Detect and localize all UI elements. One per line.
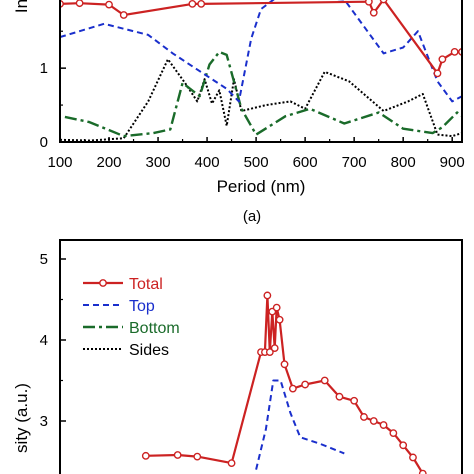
panel-a-series-total-line (60, 0, 462, 75)
panel-a-ylabel-fragment: In (12, 0, 31, 13)
panel-b-total-marker (227, 459, 236, 468)
panel-b-total-marker (301, 380, 310, 389)
panel-b-total-marker (265, 348, 274, 357)
panel-a-total-marker (75, 0, 84, 8)
panel-b-total-marker (270, 344, 279, 352)
panel-a-x-tick-label: 300 (146, 154, 171, 171)
panel-a-x-tick-label: 200 (97, 154, 122, 171)
panel-b-total-marker (263, 291, 272, 300)
panel-a-total-marker (379, 0, 388, 4)
panel-a-total-marker (369, 8, 378, 17)
legend-total-label: Total (129, 276, 163, 293)
panel-b-total-marker (369, 417, 378, 425)
legend-bottom-label: Bottom (129, 320, 180, 337)
panel-b-series-total-line (145, 294, 424, 474)
panel-a: 100 200 300 400 500 600 700 800 900 01 In Period… (12, 0, 465, 225)
panel-b-y-axis: 3 4 5 (40, 251, 66, 430)
legend-top-label: Top (129, 298, 155, 315)
panel-b-total-marker (379, 421, 388, 429)
panel-b-total-marker (141, 451, 150, 460)
panel-a-x-tick-label: 100 (47, 154, 72, 171)
legend-total-marker (99, 279, 107, 287)
panel-a-total-marker (438, 55, 447, 64)
panel-b-total-marker (173, 451, 182, 459)
panel-b-total-marker (409, 453, 417, 462)
panel-a-y-axis: 01 (40, 30, 66, 151)
panel-b-y-tick-label: 5 (40, 251, 48, 268)
panel-a-plot-frame (59, 0, 463, 143)
panel-a-total-marker (433, 69, 442, 78)
panel-b-ylabel-fragment: sity (a.u.) (12, 383, 31, 453)
panel-a-series-bottom-line (64, 50, 462, 138)
panel-b-total-marker (418, 469, 427, 474)
panel-a-x-tick-label: 500 (244, 154, 269, 171)
panel-b-series-top-line (255, 379, 345, 470)
legend-sides-label: Sides (129, 342, 169, 359)
panel-a-y-tick-label: 1 (40, 60, 48, 77)
panel-b-y-tick-label: 3 (40, 413, 48, 430)
panel-a-xlabel: Period (nm) (217, 177, 306, 196)
panel-b-total-marker (360, 413, 368, 421)
panel-a-y-tick-label: 0 (40, 134, 48, 151)
panel-a-total-marker (450, 48, 459, 56)
panel-a-total-marker (197, 0, 206, 8)
panel-b-y-tick-label: 4 (40, 332, 48, 349)
panel-b-total-marker (272, 303, 281, 312)
panel-a-caption: (a) (243, 208, 261, 225)
panel-a-total-marker (364, 0, 373, 6)
panel-b-legend: Total Top Bottom Sides (83, 276, 180, 359)
panel-b-total-marker (350, 396, 359, 405)
panel-a-total-marker (105, 0, 113, 9)
panel-a-total-marker (119, 11, 128, 19)
panel-a-x-tick-label: 600 (293, 154, 318, 171)
panel-b-total-marker (193, 452, 202, 461)
panel-b-total-marker (275, 315, 284, 324)
panel-a-series-top-line (60, 0, 462, 103)
panel-a-x-tick-label: 400 (195, 154, 220, 171)
panel-b-total-marker (335, 392, 344, 401)
panel-b-series-group (141, 291, 427, 474)
panel-b-total-marker (320, 376, 329, 385)
panel-a-total-marker (188, 0, 197, 8)
panel-b-total-marker (399, 441, 408, 450)
panel-b-total-marker (389, 429, 398, 438)
panel-a-x-axis: 100 200 300 400 500 600 700 800 900 (47, 137, 465, 171)
panel-a-x-tick-label: 800 (391, 154, 416, 171)
panel-b-plot-frame (59, 239, 463, 474)
panel-a-x-tick-label: 900 (440, 154, 465, 171)
panel-b-total-marker (280, 360, 289, 369)
panel-b: 3 4 5 sity (a.u.) Total Top Bottom Sides (12, 239, 463, 474)
panel-b-total-marker (288, 384, 297, 393)
panel-a-x-tick-label: 700 (342, 154, 367, 171)
panel-a-series-group (60, 0, 462, 142)
